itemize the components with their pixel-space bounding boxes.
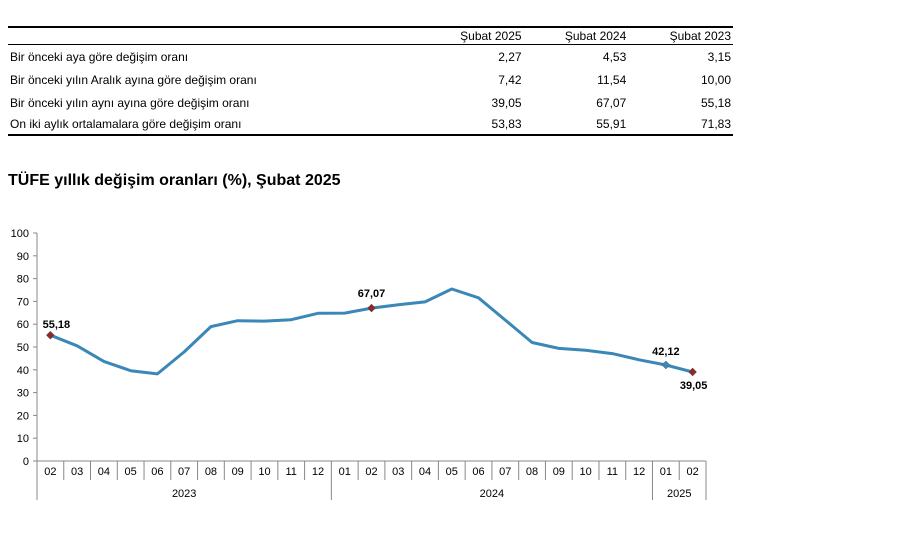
- table-row: Bir önceki yılın Aralık ayına göre değiş…: [8, 68, 733, 91]
- data-label: 67,07: [358, 288, 386, 300]
- year-group-label: 2025: [667, 488, 691, 500]
- row-label: Bir önceki yılın aynı ayına göre değişim…: [10, 95, 250, 110]
- row-label: On iki aylık ortalamalara göre değişim o…: [8, 114, 419, 136]
- x-tick-label: 02: [44, 466, 56, 478]
- y-tick-label: 90: [17, 251, 29, 263]
- header-label-cell: [8, 26, 419, 45]
- data-point-marker: [688, 367, 697, 377]
- row-label: Bir önceki aya göre değişim oranı: [10, 49, 189, 64]
- y-tick-label: 30: [17, 388, 29, 400]
- y-tick-label: 50: [17, 342, 29, 354]
- row-value: 11,54: [597, 72, 627, 87]
- x-tick-label: 01: [339, 466, 351, 478]
- header-col-1: Şubat 2025: [418, 26, 524, 45]
- data-label: 42,12: [652, 346, 680, 358]
- x-tick-label: 05: [125, 466, 137, 478]
- x-tick-label: 08: [205, 466, 217, 478]
- row-value: 10,00: [700, 72, 731, 87]
- chart-title: TÜFE yıllık değişim oranları (%), Şubat …: [8, 172, 341, 189]
- x-tick-label: 10: [579, 466, 591, 478]
- x-tick-label: 02: [365, 466, 377, 478]
- table-row: Bir önceki yılın aynı ayına göre değişim…: [8, 91, 733, 114]
- x-tick-label: 07: [178, 466, 190, 478]
- row-value: 39,05: [491, 95, 522, 110]
- data-label: 55,18: [43, 319, 71, 331]
- data-point-marker: [367, 303, 376, 313]
- y-tick-label: 20: [17, 410, 29, 422]
- x-tick-label: 06: [151, 466, 163, 478]
- x-tick-label: 05: [446, 466, 458, 478]
- y-tick-label: 100: [11, 228, 29, 240]
- x-tick-label: 03: [392, 466, 404, 478]
- x-tick-label: 03: [71, 466, 83, 478]
- table-row: On iki aylık ortalamalara göre değişim o…: [8, 114, 733, 136]
- row-value: 67,07: [596, 95, 627, 110]
- x-tick-label: 08: [526, 466, 538, 478]
- row-value: 7,42: [498, 72, 522, 87]
- table-header-row: Şubat 2025 Şubat 2024 Şubat 2023: [8, 26, 733, 45]
- header-col-3: Şubat 2023: [628, 26, 733, 45]
- data-point-marker: [46, 330, 55, 340]
- row-value: 71,83: [628, 114, 733, 136]
- x-tick-label: 04: [98, 466, 110, 478]
- y-tick-label: 60: [17, 319, 29, 331]
- x-tick-label: 02: [686, 466, 698, 478]
- data-label: 39,05: [680, 380, 708, 392]
- row-value: 4,53: [602, 49, 627, 64]
- row-value: 3,15: [707, 49, 731, 64]
- y-tick-label: 70: [17, 296, 29, 308]
- x-tick-label: 06: [472, 466, 484, 478]
- x-tick-label: 01: [660, 466, 672, 478]
- x-tick-label: 11: [607, 466, 618, 478]
- x-tick-label: 12: [312, 466, 324, 478]
- x-tick-label: 04: [419, 466, 431, 478]
- y-tick-label: 10: [17, 433, 29, 445]
- y-tick-label: 80: [17, 274, 29, 286]
- x-tick-label: 10: [258, 466, 270, 478]
- y-tick-label: 40: [17, 365, 29, 377]
- data-point-marker: [661, 360, 671, 370]
- x-tick-label: 11: [286, 466, 297, 478]
- x-tick-label: 09: [553, 466, 565, 478]
- year-group-label: 2023: [172, 488, 196, 500]
- row-value: 53,83: [418, 114, 524, 136]
- row-value: 2,27: [498, 49, 522, 64]
- y-tick-label: 0: [23, 456, 29, 468]
- header-col-2: Şubat 2024: [523, 26, 629, 45]
- x-tick-label: 09: [232, 466, 244, 478]
- year-group-label: 2024: [480, 488, 504, 500]
- row-value: 55,91: [523, 114, 629, 136]
- series-line: [48, 287, 695, 376]
- table-row: Bir önceki aya göre değişim oranı 2,27 4…: [8, 45, 733, 69]
- row-value: 55,18: [700, 95, 731, 110]
- inflation-summary-table: Şubat 2025 Şubat 2024 Şubat 2023 Bir önc…: [8, 26, 733, 136]
- x-tick-label: 12: [633, 466, 645, 478]
- row-label: Bir önceki yılın Aralık ayına göre değiş…: [10, 72, 257, 87]
- x-tick-label: 07: [499, 466, 511, 478]
